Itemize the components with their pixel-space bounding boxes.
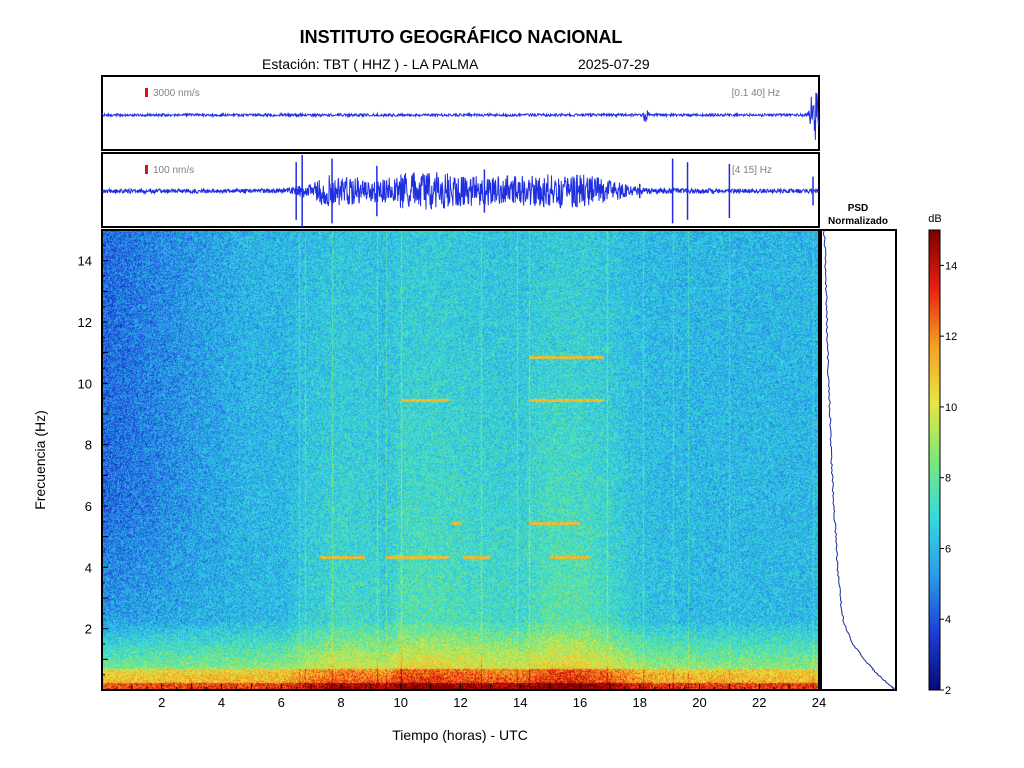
x-tick-label-10: 10 [394, 695, 408, 710]
y-tick-label-10: 10 [78, 376, 92, 391]
colorbar-ticks: 2 4 6 8 10 12 14 [940, 260, 957, 697]
colorbar-tick-label-12: 12 [945, 331, 957, 343]
psd-line [823, 229, 896, 691]
seismogram-broadband-panel: 3000 nm/s [0.1 40] Hz [101, 75, 820, 151]
psd-panel: PSD Normalizado [820, 203, 897, 691]
seismogram-filtered-trace [102, 172, 819, 210]
station-label: Estación: TBT ( HHZ ) - LA PALMA [262, 56, 479, 72]
x-tick-label-14: 14 [513, 695, 527, 710]
x-tick-label-6: 6 [278, 695, 285, 710]
x-tick-label-12: 12 [453, 695, 467, 710]
x-tick-label-22: 22 [752, 695, 766, 710]
psd-subtitle: Normalizado [828, 216, 888, 227]
x-axis-label: Tiempo (horas) - UTC [392, 727, 528, 743]
psd-frame [820, 229, 897, 691]
seismogram-filtered-panel: 100 nm/s [4 15] Hz [101, 152, 820, 228]
x-tick-label-24: 24 [812, 695, 826, 710]
y-axis-label: Frecuencia (Hz) [32, 410, 48, 510]
scale-marker-filtered [145, 165, 148, 174]
date-label: 2025-07-29 [578, 56, 650, 72]
colorbar-title: dB [928, 213, 941, 225]
scale-label-broadband: 3000 nm/s [153, 88, 200, 99]
x-tick-label-8: 8 [337, 695, 344, 710]
scale-label-filtered: 100 nm/s [153, 165, 194, 176]
x-tick-label-4: 4 [218, 695, 225, 710]
filter-label-broadband: [0.1 40] Hz [732, 88, 780, 99]
y-tick-label-6: 6 [85, 499, 92, 514]
y-tick-label-12: 12 [78, 315, 92, 330]
x-tick-label-16: 16 [573, 695, 587, 710]
colorbar-tick-label-6: 6 [945, 543, 951, 555]
x-tick-label-18: 18 [633, 695, 647, 710]
y-tick-label-2: 2 [85, 622, 92, 637]
spectrogram-image [102, 230, 819, 690]
colorbar-gradient [928, 229, 941, 691]
colorbar-tick-label-4: 4 [945, 614, 951, 626]
filter-label-filtered: [4 15] Hz [732, 165, 772, 176]
scale-marker-broadband [145, 88, 148, 97]
seismogram-broadband-frame [101, 75, 820, 151]
seismogram-broadband-trace [102, 92, 819, 140]
colorbar-tick-label-8: 8 [945, 473, 951, 485]
chart-title: INSTITUTO GEOGRÁFICO NACIONAL [299, 27, 623, 47]
x-tick-label-2: 2 [158, 695, 165, 710]
colorbar-panel: dB 2 4 6 8 10 12 14 [928, 213, 957, 697]
colorbar-tick-label-10: 10 [945, 402, 957, 414]
x-tick-label-20: 20 [692, 695, 706, 710]
colorbar-tick-label-14: 14 [945, 260, 957, 272]
colorbar-tick-label-2: 2 [945, 685, 951, 697]
psd-title: PSD [848, 203, 869, 214]
y-tick-label-8: 8 [85, 438, 92, 453]
y-tick-label-14: 14 [78, 254, 92, 269]
y-tick-label-4: 4 [85, 560, 92, 575]
